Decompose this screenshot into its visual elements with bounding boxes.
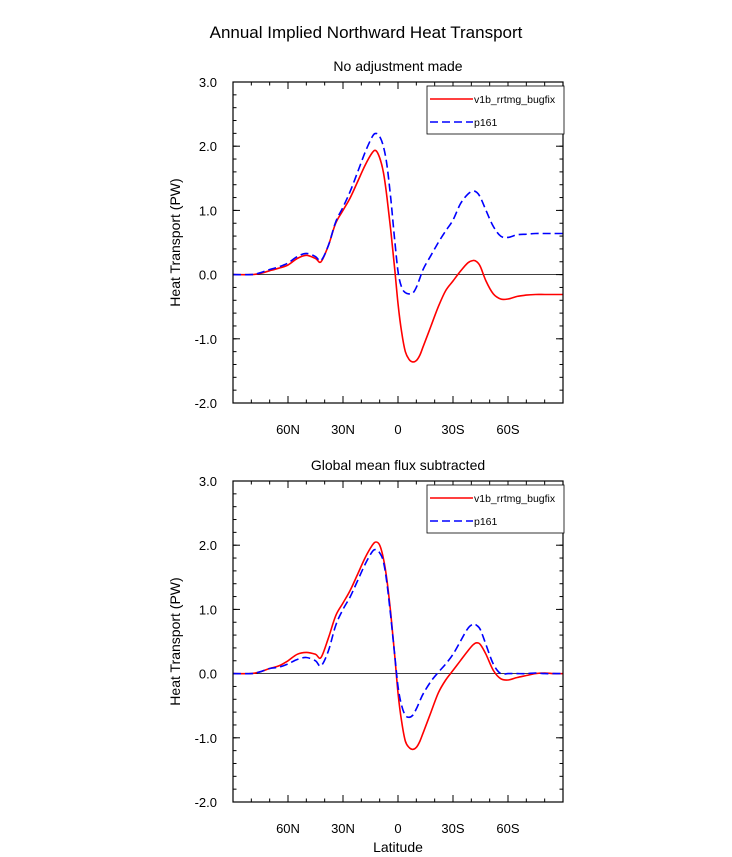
y-tick-label: -2.0 <box>195 396 217 411</box>
x-tick-label: 60N <box>276 422 300 437</box>
y-tick-label: -1.0 <box>195 332 217 347</box>
x-tick-label: 60N <box>276 821 300 836</box>
panel-no-adjustment: No adjustment made 3.0 2.0 1.0 0.0 -1.0 -2.0 60… <box>167 58 565 437</box>
legend-label: v1b_rrtmg_bugfix <box>474 94 556 106</box>
y-tick-label: -2.0 <box>195 795 217 810</box>
y-axis-label: Heat Transport (PW) <box>167 577 183 705</box>
series-line-p161 <box>232 548 563 719</box>
x-tick-label: 0 <box>394 422 401 437</box>
legend-label: p161 <box>474 117 498 129</box>
legend: v1b_rrtmg_bugfix p161 <box>426 85 565 135</box>
y-axis-label: Heat Transport (PW) <box>167 178 183 306</box>
y-tick-label: -1.0 <box>195 731 217 746</box>
plot-frame <box>232 81 564 404</box>
figure-title: Annual Implied Northward Heat Transport <box>210 23 523 42</box>
x-tick-label: 0 <box>394 821 401 836</box>
series-line-v1b_rrtmg_bugfix <box>232 541 564 751</box>
y-tick-label: 0.0 <box>199 667 217 682</box>
y-tick-label: 2.0 <box>199 538 217 553</box>
legend: v1b_rrtmg_bugfix p161 <box>426 484 565 534</box>
legend-label: v1b_rrtmg_bugfix <box>474 493 556 505</box>
y-tick-label: 1.0 <box>199 203 217 218</box>
legend-box <box>426 484 565 534</box>
x-tick-label: 30S <box>441 821 464 836</box>
plot-frame <box>232 480 564 803</box>
y-tick-label: 0.0 <box>199 268 217 283</box>
x-tick-label: 60S <box>496 422 519 437</box>
y-tick-label: 3.0 <box>199 75 217 90</box>
series-line-v1b_rrtmg_bugfix <box>232 149 563 363</box>
panel-global-mean-subtracted: Global mean flux subtracted 3.0 2.0 1.0 0.0 -… <box>167 457 565 855</box>
y-tick-label: 1.0 <box>199 602 217 617</box>
panel-title: No adjustment made <box>333 58 462 74</box>
series-line-p161 <box>232 132 563 295</box>
legend-box <box>426 85 565 135</box>
y-tick-label: 3.0 <box>199 474 217 489</box>
x-tick-label: 30N <box>331 821 355 836</box>
panel-title: Global mean flux subtracted <box>311 457 485 473</box>
legend-label: p161 <box>474 516 498 528</box>
x-axis-label: Latitude <box>373 839 423 855</box>
x-tick-label: 30N <box>331 422 355 437</box>
x-tick-label: 30S <box>441 422 464 437</box>
x-tick-label: 60S <box>496 821 519 836</box>
y-tick-label: 2.0 <box>199 139 217 154</box>
